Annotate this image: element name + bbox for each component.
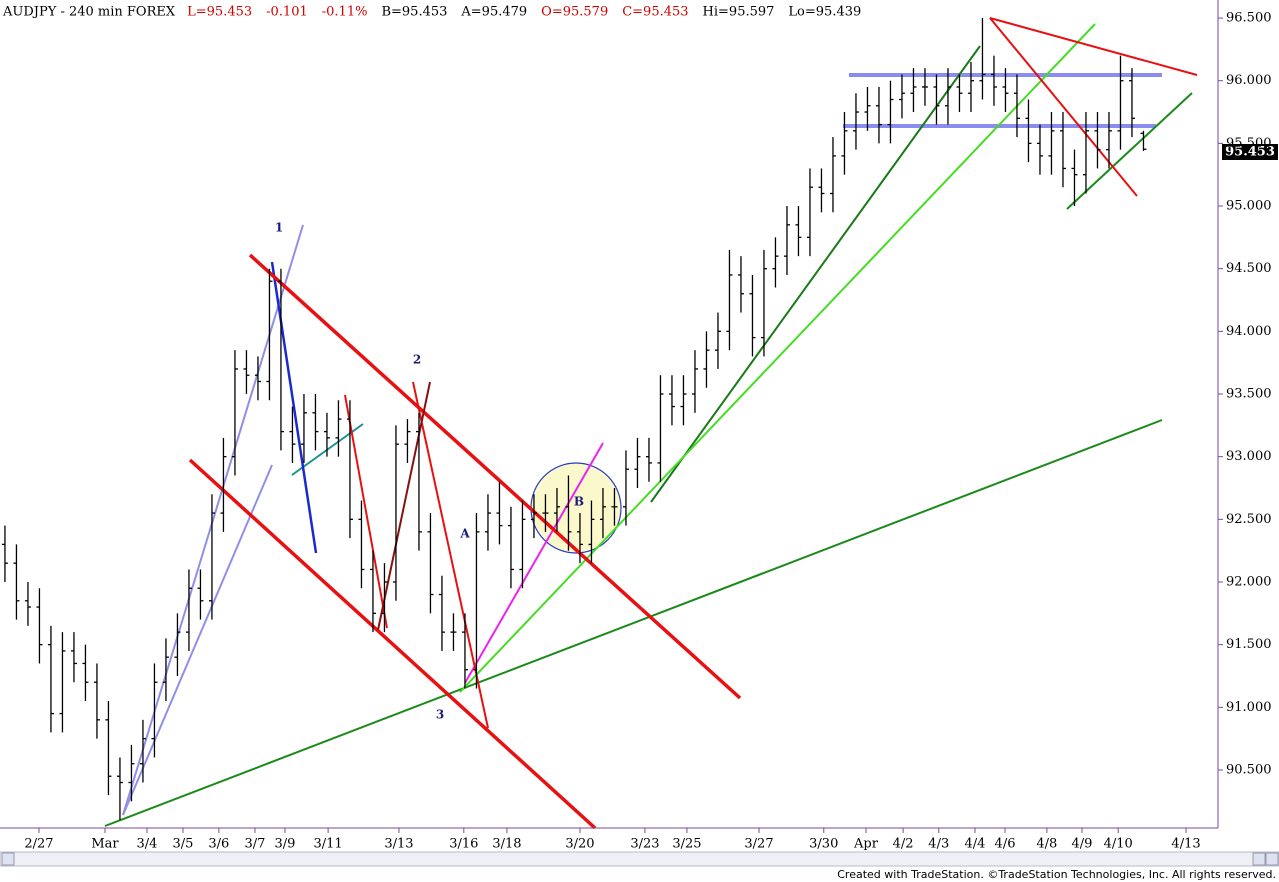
x-tick-label: 4/4 [965,837,986,852]
wave-label: 1 [275,221,283,235]
x-tick-label: 3/9 [275,837,296,852]
last-price-box [1222,144,1278,160]
y-tick-label: 92.500 [1226,512,1272,527]
x-tick-label: 3/4 [137,837,158,852]
price-bars [1,18,1147,821]
trendline [188,458,597,830]
x-tick-label: 4/10 [1104,837,1133,852]
x-tick-label: Apr [853,837,879,852]
x-tick-label: 4/3 [928,837,949,852]
y-tick-label: 94.000 [1226,324,1272,339]
trendline [1066,92,1193,210]
x-tick-label: 3/6 [208,837,229,852]
x-tick-label: 3/7 [245,837,266,852]
trendline [104,419,1163,827]
x-tick-label: 3/16 [449,837,478,852]
y-tick-label: 91.000 [1226,700,1272,715]
x-tick-label: 4/2 [893,837,914,852]
trendline [377,381,431,631]
x-tick-label: 3/13 [384,837,413,852]
y-tick-label: 94.500 [1226,261,1272,276]
y-tick-label: 92.000 [1226,574,1272,589]
x-tick-label: 2/27 [24,837,53,852]
scroll-right[interactable] [1252,852,1266,866]
symbol: AUDJPY - 240 min FOREX [2,5,176,20]
y-tick-label: 95.500 [1226,136,1272,151]
x-tick-label: 4/9 [1071,837,1092,852]
x-tick-label: 3/18 [492,837,521,852]
header-value: C=95.453 [622,5,688,20]
trendline [122,224,304,816]
header-value: Lo=95.439 [788,5,861,20]
trendline [989,17,1138,197]
wave-label: 3 [436,708,444,722]
x-tick-label: 3/27 [744,837,773,852]
last-price-label: 95.453 [1225,145,1275,160]
x-tick-label: 3/11 [314,837,343,852]
header-value: Hi=95.597 [703,5,775,20]
header-value: O=95.579 [541,5,608,20]
y-tick-label: 91.500 [1226,637,1272,652]
y-tick-label: 96.000 [1226,73,1272,88]
header-value: L=95.453 [187,5,252,20]
trendline [464,442,604,684]
trendline [344,394,388,629]
trendline [989,17,1198,76]
header-value: B=95.453 [381,5,447,20]
x-tick-label: 3/5 [173,837,194,852]
x-tick-label: 3/23 [630,837,659,852]
header-value: A=95.479 [460,5,527,20]
trendline [248,253,742,700]
x-tick-label: 4/13 [1171,837,1200,852]
scroll-left[interactable] [1,852,15,866]
wave-label: B [574,495,584,509]
zoom[interactable] [1265,852,1279,866]
y-tick-label: 96.500 [1226,11,1272,26]
x-tick-label: 3/25 [672,837,701,852]
footer: Created with TradeStation. ©TradeStation… [837,868,1276,881]
wave-label: 2 [413,353,421,367]
x-tick-label: 4/6 [995,837,1016,852]
trendline [122,464,273,816]
x-tick-label: 3/20 [565,837,594,852]
y-tick-label: 95.000 [1226,199,1272,214]
x-tick-label: 3/30 [809,837,838,852]
header-value: -0.11% [322,5,368,20]
scrollbar[interactable] [0,851,1279,867]
y-tick-label: 93.500 [1226,387,1272,402]
wave-label: A [459,527,470,541]
header-value: -0.101 [266,5,308,20]
x-tick-label: 4/8 [1036,837,1057,852]
trendline [650,45,981,503]
x-tick-label: Mar [91,837,119,852]
y-tick-label: 93.000 [1226,449,1272,464]
trendline [459,23,1096,693]
trendline [270,261,318,554]
y-tick-label: 90.500 [1226,762,1272,777]
